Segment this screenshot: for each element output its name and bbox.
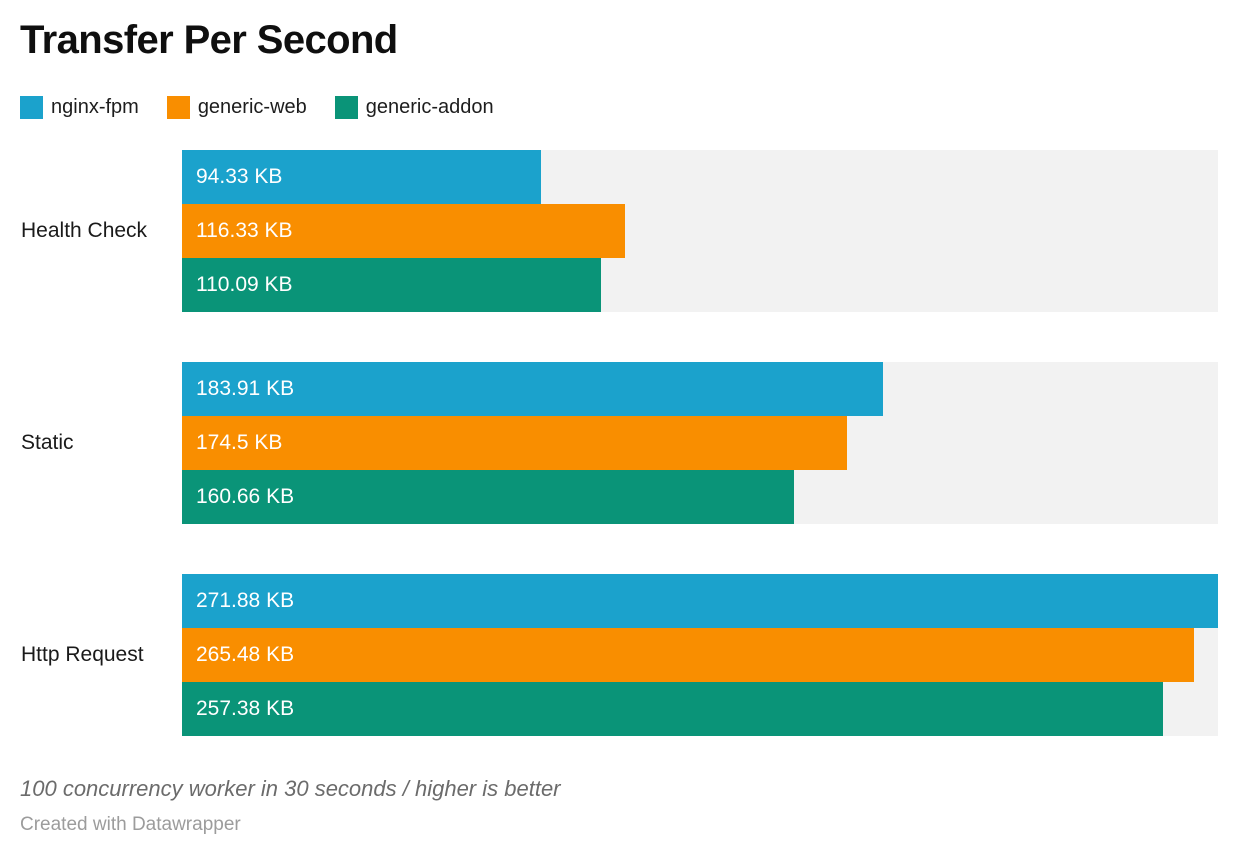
legend-swatch-generic-web: [166, 96, 190, 119]
bar-generic-addon: 257.38 KB: [182, 682, 1163, 736]
bar-generic-web: 265.48 KB: [182, 628, 1194, 682]
legend-label: generic-addon: [365, 96, 494, 118]
bar-value-label: 174.5 KB: [196, 431, 283, 454]
bar-track: 271.88 KB 265.48 KB 257.38 KB: [182, 574, 1218, 736]
bar-generic-addon: 160.66 KB: [182, 470, 795, 524]
bar-group-http-request: Http Request 271.88 KB 265.48 KB 257.38 …: [0, 574, 1240, 736]
legend-item-generic-addon: generic-addon: [334, 96, 494, 119]
bar-value-label: 110.09 KB: [196, 273, 293, 296]
chart-note: 100 concurrency worker in 30 seconds / h…: [20, 776, 561, 801]
bar-value-label: 94.33 KB: [196, 165, 283, 188]
category-label: Http Request: [21, 643, 144, 666]
legend-label: nginx-fpm: [51, 96, 139, 118]
bar-group-health-check: Health Check 94.33 KB 116.33 KB 110.09 K…: [0, 150, 1240, 312]
category-label: Health Check: [21, 219, 148, 242]
bar-generic-web: 174.5 KB: [182, 416, 847, 470]
bar-value-label: 271.88 KB: [196, 589, 295, 612]
bar-group-static: Static 183.91 KB 174.5 KB 160.66 KB: [0, 362, 1240, 524]
bar-value-label: 265.48 KB: [196, 643, 295, 666]
bar-track: 183.91 KB 174.5 KB 160.66 KB: [182, 362, 1218, 524]
bar-track: 94.33 KB 116.33 KB 110.09 KB: [182, 150, 1218, 312]
legend: nginx-fpm generic-web generic-addon: [20, 96, 494, 119]
bar-nginx-fpm: 94.33 KB: [182, 150, 542, 204]
bar-chart: Health Check 94.33 KB 116.33 KB 110.09 K…: [0, 150, 1240, 736]
bar-generic-addon: 110.09 KB: [182, 258, 602, 312]
legend-swatch-nginx-fpm: [20, 96, 43, 119]
bar-value-label: 183.91 KB: [196, 377, 295, 400]
legend-item-nginx-fpm: nginx-fpm: [20, 96, 139, 119]
bar-value-label: 116.33 KB: [196, 219, 293, 242]
legend-label: generic-web: [197, 96, 307, 118]
legend-swatch-generic-addon: [334, 96, 358, 119]
category-label: Static: [21, 431, 74, 454]
bar-value-label: 160.66 KB: [196, 485, 295, 508]
bar-value-label: 257.38 KB: [196, 697, 295, 720]
chart-title: Transfer Per Second: [20, 18, 398, 62]
datawrapper-attribution-link[interactable]: Created with Datawrapper: [20, 814, 241, 835]
bar-generic-web: 116.33 KB: [182, 204, 626, 258]
legend-item-generic-web: generic-web: [166, 96, 307, 119]
bar-nginx-fpm: 183.91 KB: [182, 362, 883, 416]
bar-nginx-fpm: 271.88 KB: [182, 574, 1218, 628]
